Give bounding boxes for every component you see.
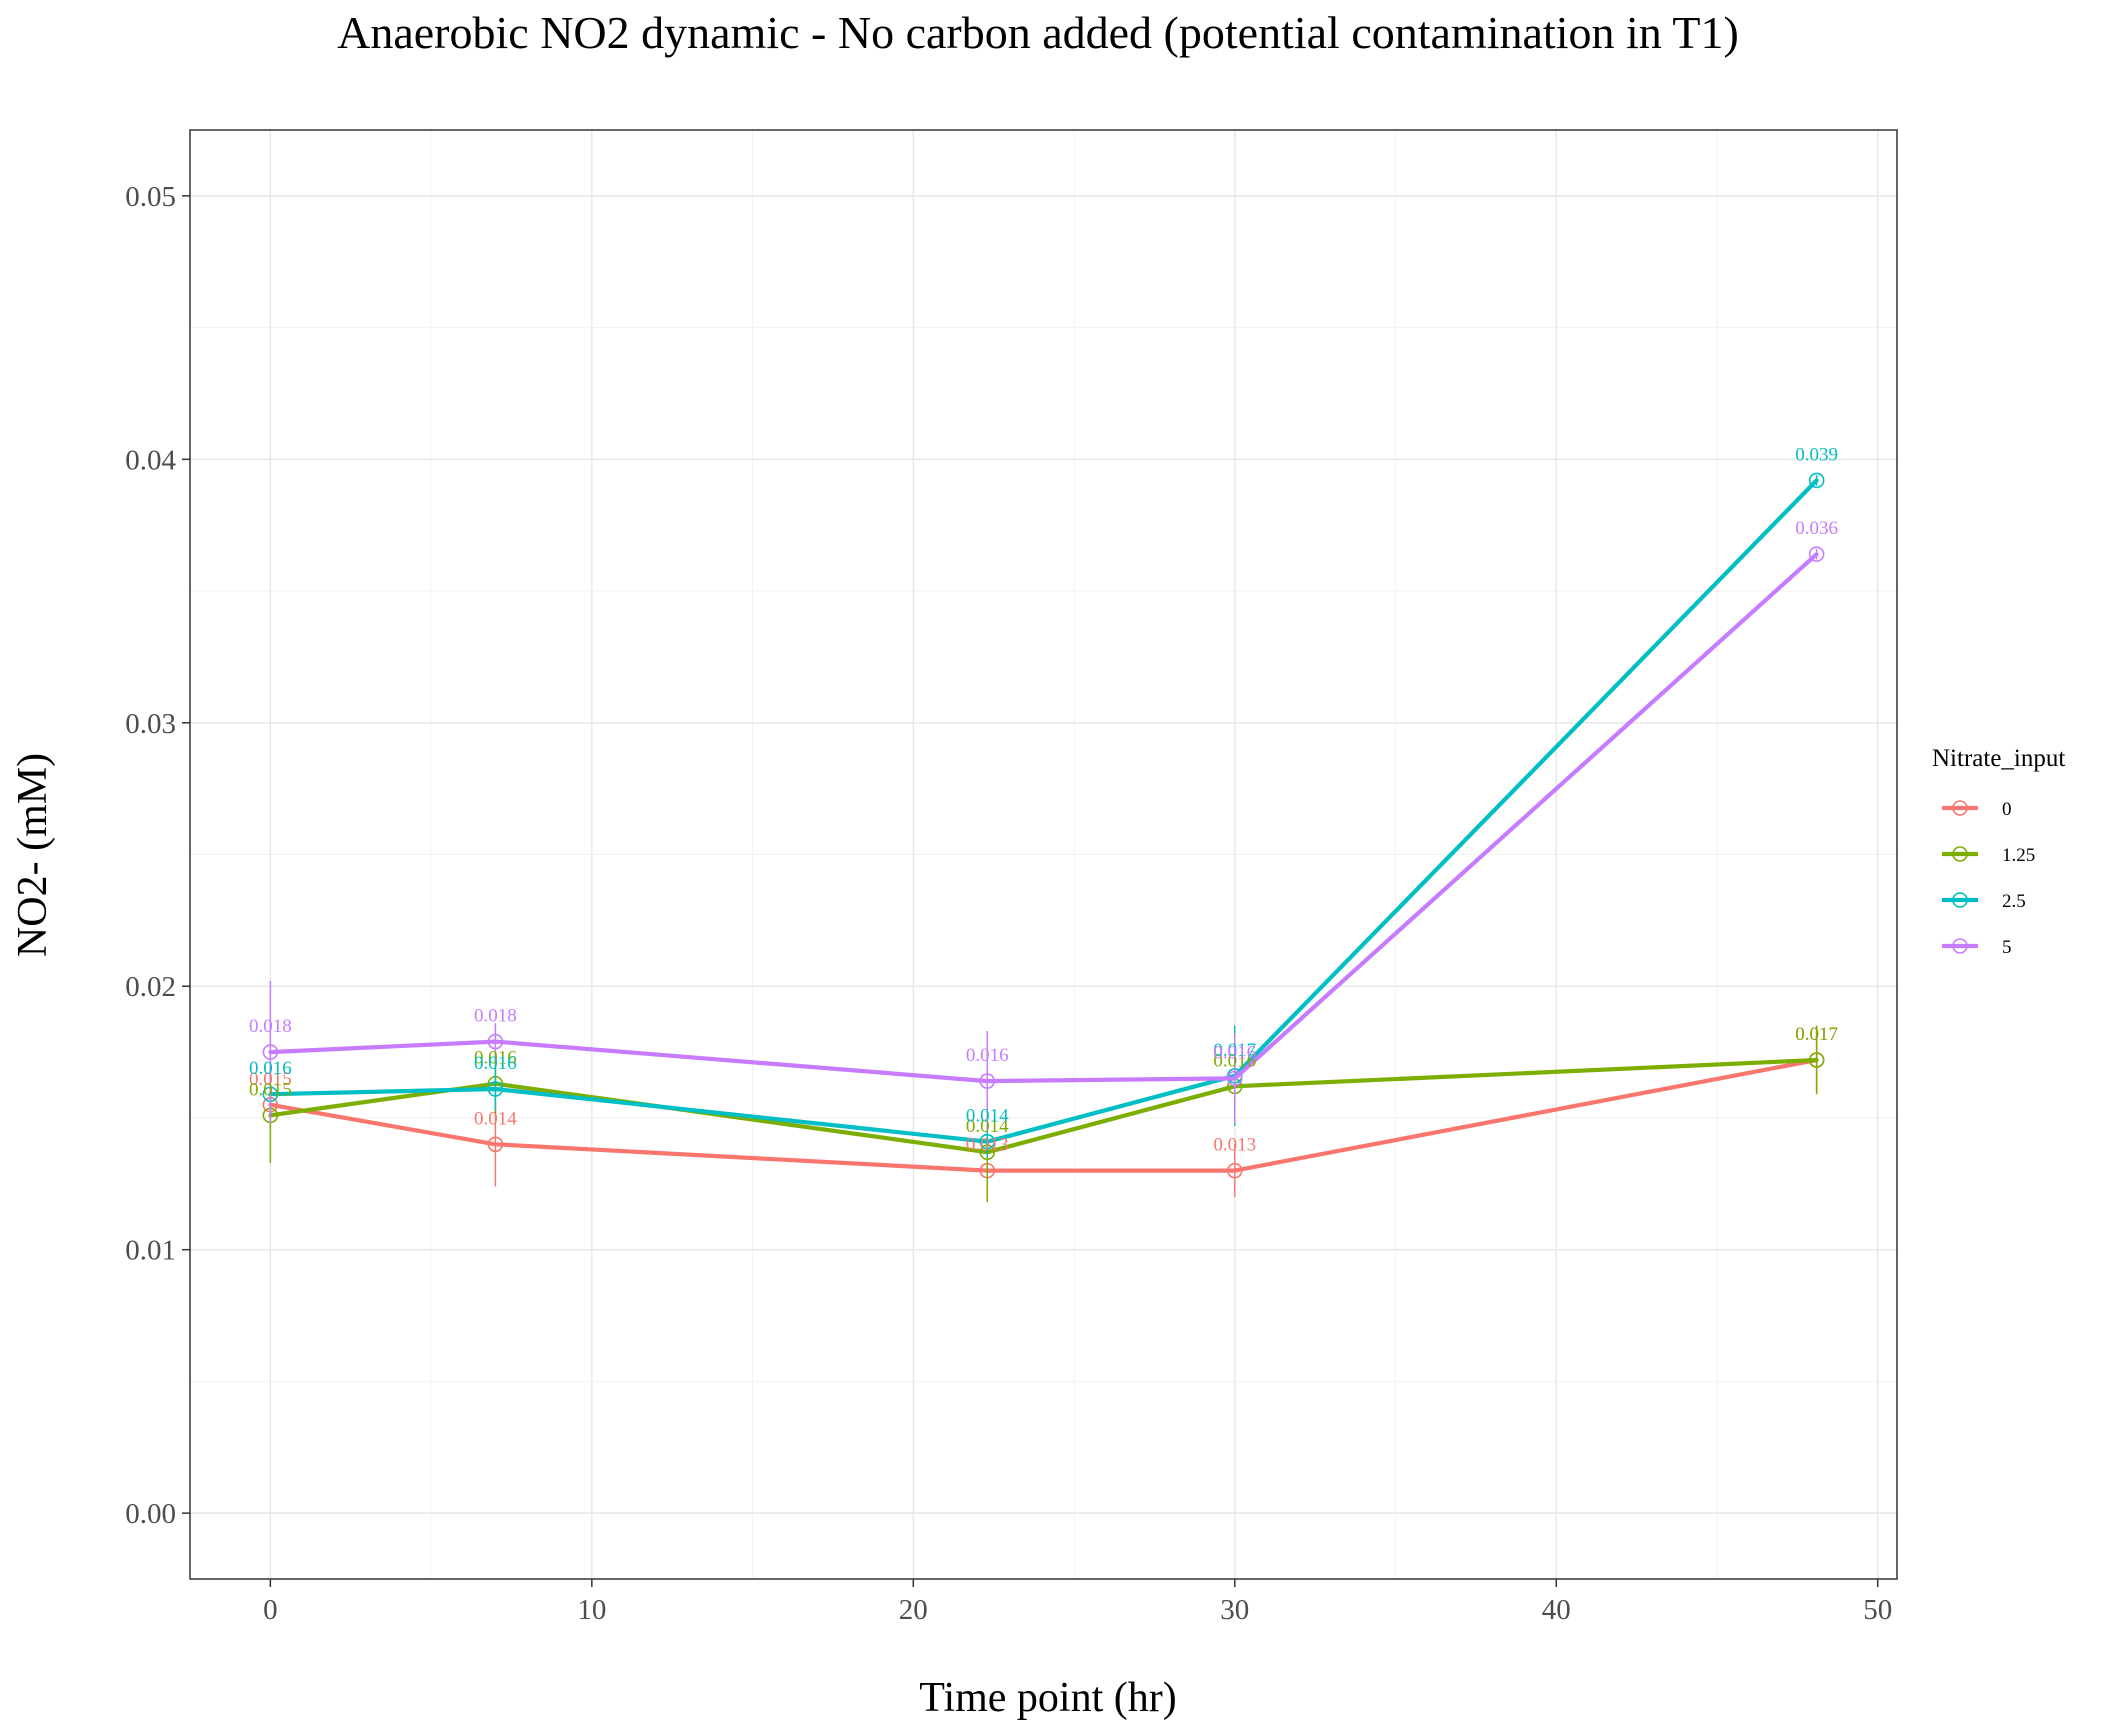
data-point bbox=[1226, 1070, 1243, 1087]
data-point bbox=[262, 1044, 279, 1060]
data-label: 0.016 bbox=[474, 1048, 517, 1069]
grid bbox=[190, 130, 1897, 1579]
data-label: 0.017 bbox=[1795, 1024, 1838, 1045]
legend-key-point bbox=[1952, 846, 1968, 862]
x-tick-label: 0 bbox=[263, 1594, 278, 1626]
data-label: 0.013 bbox=[1213, 1135, 1256, 1156]
data-label: 0.015 bbox=[249, 1079, 292, 1100]
legend: Nitrate_input 0 1.25 2.5 5 bbox=[1932, 745, 2065, 958]
legend-item-1-25: 1.25 bbox=[1942, 845, 2035, 866]
data-label: 0.014 bbox=[474, 1108, 517, 1129]
axes: 0 10 20 30 40 50 0.00 0.01 0.02 0.03 0.04 0.05 bbox=[125, 181, 1892, 1626]
legend-label: 5 bbox=[2002, 937, 2012, 958]
data-label: 0.016 bbox=[1213, 1042, 1256, 1063]
y-tick-label: 0.04 bbox=[125, 444, 176, 476]
data-label: 0.013 bbox=[966, 1135, 1009, 1156]
legend-key-point bbox=[1952, 938, 1968, 954]
y-tick-label: 0.02 bbox=[125, 971, 176, 1003]
data-point bbox=[1808, 1052, 1825, 1068]
data-point bbox=[487, 1033, 504, 1050]
y-tick-label: 0.05 bbox=[125, 181, 176, 213]
data-label: 0.018 bbox=[474, 1006, 517, 1027]
data-point bbox=[1808, 472, 1825, 489]
data-label: 0.017 bbox=[1213, 1040, 1256, 1061]
data-label: 0.015 bbox=[249, 1069, 292, 1090]
data-label: 0.016 bbox=[249, 1058, 292, 1079]
legend-title: Nitrate_input bbox=[1932, 745, 2065, 772]
y-tick-label: 0.00 bbox=[125, 1498, 176, 1530]
x-tick-label: 30 bbox=[1220, 1594, 1249, 1626]
data-label: 0.017 bbox=[1795, 1024, 1838, 1045]
legend-key-point bbox=[1952, 892, 1968, 908]
legend-items: 0 1.25 2.5 5 bbox=[1942, 799, 2035, 958]
chart-title: Anaerobic NO2 dynamic - No carbon added … bbox=[337, 7, 1739, 58]
series-line bbox=[268, 478, 1819, 1144]
data-label: 0.014 bbox=[966, 1106, 1009, 1127]
y-tick-label: 0.03 bbox=[125, 708, 176, 740]
series-5 bbox=[262, 546, 1825, 1132]
panel-border bbox=[189, 129, 1898, 1580]
x-tick-label: 10 bbox=[577, 1594, 606, 1626]
series bbox=[262, 472, 1825, 1203]
data-label: 0.036 bbox=[1795, 518, 1838, 539]
data-point bbox=[979, 1133, 996, 1150]
legend-item-0: 0 bbox=[1942, 799, 2012, 820]
data-point bbox=[487, 1136, 504, 1153]
data-point bbox=[487, 1081, 504, 1097]
data-label: 0.018 bbox=[249, 1016, 292, 1037]
data-point bbox=[979, 1073, 996, 1089]
x-tick-label: 20 bbox=[899, 1594, 928, 1626]
data-label: 0.016 bbox=[966, 1045, 1009, 1066]
x-tick-label: 50 bbox=[1863, 1594, 1892, 1626]
x-tick-label: 40 bbox=[1542, 1594, 1571, 1626]
legend-label: 0 bbox=[2002, 799, 2012, 820]
data-label: 0.039 bbox=[1795, 444, 1838, 465]
series-line bbox=[268, 552, 1819, 1084]
data-label: 0.016 bbox=[1213, 1050, 1256, 1071]
data-point bbox=[1808, 546, 1825, 562]
y-axis-title: NO2- (mM) bbox=[10, 753, 56, 957]
data-point bbox=[1226, 1162, 1243, 1179]
legend-label: 2.5 bbox=[2002, 891, 2026, 912]
legend-item-2-5: 2.5 bbox=[1942, 891, 2026, 912]
data-label: 0.016 bbox=[474, 1053, 517, 1074]
legend-key-point bbox=[1952, 800, 1968, 816]
x-axis-title: Time point (hr) bbox=[919, 1675, 1176, 1721]
y-tick-label: 0.01 bbox=[125, 1235, 176, 1267]
data-label: 0.014 bbox=[966, 1116, 1009, 1137]
legend-item-5: 5 bbox=[1942, 937, 2012, 958]
legend-label: 1.25 bbox=[2002, 845, 2035, 866]
